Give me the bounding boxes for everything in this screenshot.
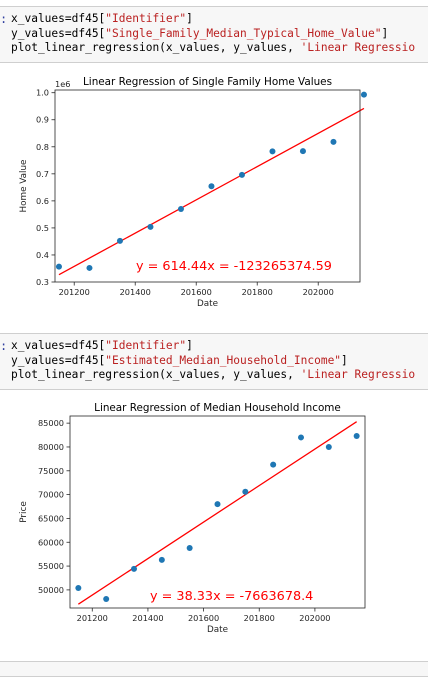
- regression-line: [77, 421, 358, 605]
- y-tick-label: 50000: [38, 585, 64, 595]
- y-tick-label: 0.4: [36, 250, 49, 260]
- y-tick-label: 80000: [38, 442, 64, 452]
- code-line: y_values=df45["Estimated_Median_Househol…: [11, 354, 415, 369]
- data-point: [325, 443, 332, 450]
- chart-title: Linear Regression of Median Household In…: [94, 402, 341, 414]
- data-point: [269, 148, 276, 155]
- y-tick-label: 75000: [38, 466, 64, 476]
- y-tick-label: 0.3: [36, 277, 49, 287]
- x-tick-label: 201800: [244, 613, 275, 623]
- code-token: y_values=df45[: [11, 353, 106, 367]
- data-point: [147, 223, 154, 230]
- code-token: plot_linear_regression(x_values, y_value…: [11, 41, 301, 54]
- code-cell-2[interactable]: : x_values=df45["Identifier"] y_values=df…: [0, 333, 428, 390]
- chart-home-values: Linear Regression of Single Family Home …: [19, 76, 367, 309]
- y-tick-label: 0.6: [36, 196, 49, 206]
- code-line: y_values=df45["Single_Family_Median_Typi…: [11, 27, 415, 42]
- y-axis-label: Home Value: [19, 160, 29, 213]
- data-point: [214, 501, 221, 508]
- code-token: ]: [186, 339, 193, 352]
- y-offset-label: 1e6: [55, 79, 70, 89]
- code-token: x_values=df45[: [11, 339, 106, 352]
- data-point: [330, 138, 337, 145]
- code-string: "Estimated_Median_Household_Income": [105, 353, 342, 367]
- code-cell-3[interactable]: [0, 661, 428, 677]
- data-point: [297, 434, 304, 441]
- code-token: ]: [341, 353, 348, 367]
- data-point: [208, 183, 215, 190]
- code-line: x_values=df45["Identifier"]: [11, 339, 415, 354]
- code-token: plot_linear_regression(x_values, y_value…: [11, 368, 301, 381]
- data-point: [131, 565, 138, 572]
- data-point: [270, 461, 277, 468]
- y-tick-label: 0.8: [36, 142, 49, 152]
- plot-frame: [69, 415, 366, 609]
- data-point: [360, 91, 367, 98]
- x-tick-label: 201600: [181, 287, 212, 297]
- data-point: [186, 544, 193, 551]
- data-point: [55, 263, 62, 270]
- code-line: plot_linear_regression(x_values, y_value…: [11, 368, 415, 383]
- y-tick-label: 65000: [38, 513, 64, 523]
- x-tick-label: 201600: [188, 613, 219, 623]
- regression-equation: y = 614.44x = -123265374.59: [136, 259, 332, 274]
- y-axis-label: Price: [19, 501, 29, 522]
- code-line: plot_linear_regression(x_values, y_value…: [11, 41, 415, 56]
- code-token: x_values=df45[: [11, 12, 106, 25]
- cell-prompt: :: [0, 12, 8, 26]
- x-tick-label: 201800: [242, 287, 273, 297]
- code-editor[interactable]: x_values=df45["Identifier"] y_values=df45…: [11, 12, 415, 56]
- y-tick-label: 60000: [38, 537, 64, 547]
- data-point: [75, 584, 82, 591]
- y-tick-label: 1.0: [36, 88, 49, 98]
- code-line: x_values=df45["Identifier"]: [11, 12, 415, 27]
- code-string: 'Linear Regressio: [300, 41, 416, 54]
- y-tick-label: 55000: [38, 561, 64, 571]
- code-editor[interactable]: x_values=df45["Identifier"] y_values=df45…: [11, 339, 415, 383]
- code-string: 'Linear Regressio: [300, 368, 416, 381]
- data-point: [242, 488, 249, 495]
- chart-household-income: Linear Regression of Median Household In…: [19, 402, 366, 635]
- y-tick-label: 0.9: [36, 115, 49, 125]
- code-string: "Single_Family_Median_Typical_Home_Value…: [105, 26, 382, 40]
- data-point: [116, 237, 123, 244]
- regression-equation: y = 38.33x = -7663678.4: [150, 589, 313, 604]
- code-token: ]: [381, 26, 389, 40]
- code-token: y_values=df45[: [11, 26, 106, 40]
- y-tick-label: 70000: [38, 490, 64, 500]
- x-tick-label: 201200: [77, 613, 108, 623]
- code-string: "Identifier": [105, 339, 187, 352]
- data-point: [177, 205, 184, 212]
- cell-prompt: :: [0, 339, 8, 353]
- x-tick-label: 202000: [299, 613, 330, 623]
- y-tick-label: 0.7: [36, 169, 49, 179]
- data-point: [353, 433, 360, 440]
- chart-title: Linear Regression of Single Family Home …: [83, 76, 332, 88]
- plot-frame: [54, 89, 361, 283]
- x-tick-label: 202000: [303, 287, 334, 297]
- data-point: [103, 595, 110, 602]
- data-point: [158, 556, 165, 563]
- data-point: [299, 148, 306, 155]
- y-tick-label: 0.5: [36, 223, 49, 233]
- x-tick-label: 201400: [120, 287, 151, 297]
- x-tick-label: 201200: [59, 287, 90, 297]
- code-string: "Identifier": [105, 12, 187, 25]
- regression-line: [58, 107, 365, 276]
- code-cell-1[interactable]: : x_values=df45["Identifier"] y_values=df…: [0, 6, 428, 63]
- x-axis-label: Date: [197, 299, 218, 309]
- y-tick-label: 85000: [38, 418, 64, 428]
- data-point: [86, 264, 93, 271]
- code-token: ]: [186, 12, 193, 25]
- x-tick-label: 201400: [132, 613, 163, 623]
- x-axis-label: Date: [207, 625, 228, 635]
- data-point: [238, 171, 245, 178]
